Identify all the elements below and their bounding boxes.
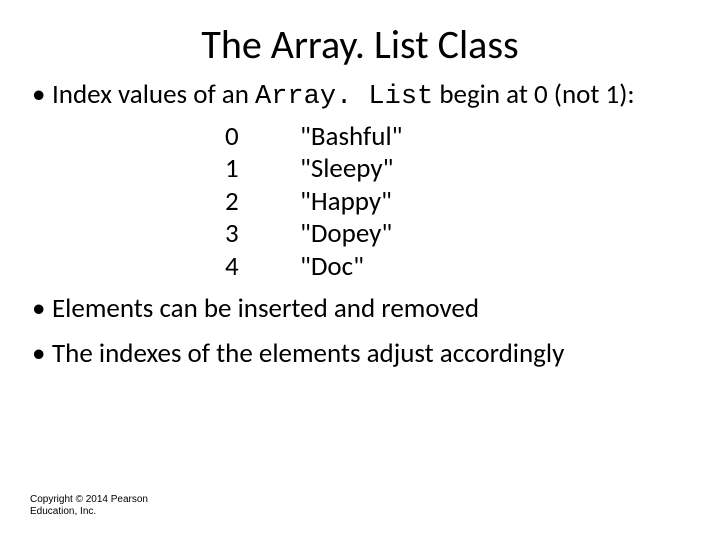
- bullet-3: The indexes of the elements adjust accor…: [30, 338, 690, 369]
- bullet-1: Index values of an Array. List begin at …: [30, 79, 690, 113]
- value-cell: "Dopey": [300, 218, 690, 250]
- bullet-2: Elements can be inserted and removed: [30, 293, 690, 324]
- index-row: 1 "Sleepy": [225, 153, 690, 185]
- index-cell: 2: [225, 186, 300, 218]
- index-row: 0 "Bashful": [225, 121, 690, 153]
- value-cell: "Sleepy": [300, 153, 690, 185]
- slide-title: The Array. List Class: [0, 0, 720, 79]
- value-cell: "Bashful": [300, 121, 690, 153]
- bullet-1-prefix: Index values of an: [52, 78, 255, 111]
- index-row: 4 "Doc": [225, 251, 690, 283]
- index-table: 0 "Bashful" 1 "Sleepy" 2 "Happy" 3 "Dope…: [225, 121, 690, 283]
- bullet-1-code: Array. List: [255, 82, 433, 112]
- index-cell: 4: [225, 251, 300, 283]
- bullet-1-suffix: begin at 0 (not 1):: [433, 78, 634, 111]
- index-cell: 3: [225, 218, 300, 250]
- slide-content: Index values of an Array. List begin at …: [0, 79, 720, 369]
- index-row: 3 "Dopey": [225, 218, 690, 250]
- index-cell: 1: [225, 153, 300, 185]
- value-cell: "Doc": [300, 251, 690, 283]
- index-cell: 0: [225, 121, 300, 153]
- copyright-text: Copyright © 2014 Pearson Education, Inc.: [30, 494, 180, 518]
- index-row: 2 "Happy": [225, 186, 690, 218]
- value-cell: "Happy": [300, 186, 690, 218]
